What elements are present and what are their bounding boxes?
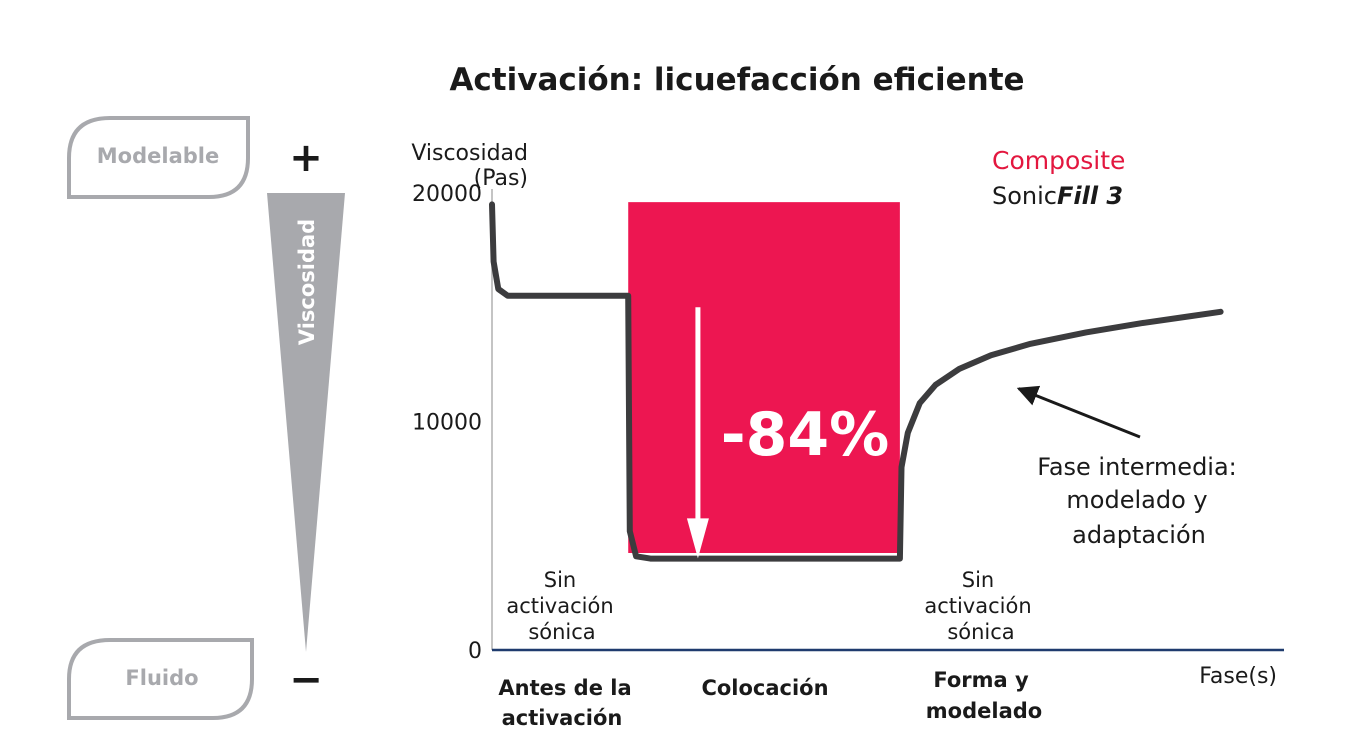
fluido-box <box>67 638 254 720</box>
y-tick-label: 0 <box>468 639 482 664</box>
y-axis-title-line1: Viscosidad <box>411 141 528 166</box>
phase-label-placement: Colocación <box>701 676 828 700</box>
annotation-arrow <box>1016 385 1141 439</box>
x-axis-title: Fase(s) <box>1199 664 1277 689</box>
phase-label-line: activación <box>502 706 623 730</box>
y-axis-title-line2: (Pas) <box>474 166 528 191</box>
wedge-label: Viscosidad <box>295 219 319 345</box>
legend-product-italic: Fill 3 <box>1057 182 1123 210</box>
y-tick-label: 20000 <box>412 182 482 207</box>
phase-note-line: sónica <box>528 620 595 644</box>
annotation-line2: modelado y <box>1066 486 1207 514</box>
chart-title: Activación: licuefacción eficiente <box>449 62 1024 98</box>
phase-note-activation: Activación sónica <box>683 568 865 592</box>
phase-note-line: sónica <box>947 620 1014 644</box>
phase-label-line: modelado <box>926 699 1042 723</box>
modelable-box <box>67 116 250 199</box>
legend-composite: Composite <box>992 146 1125 175</box>
phase-label-line: Forma y <box>933 668 1029 692</box>
annotation-line1: Fase intermedia: <box>1037 453 1237 481</box>
modelable-label: Modelable <box>97 144 219 168</box>
phase-note-line: activación <box>506 594 613 618</box>
y-tick-label: 10000 <box>412 411 482 436</box>
phase-label-before: Antes de la activación <box>498 676 631 730</box>
reduction-percent-label: -84% <box>721 400 890 470</box>
reduction-arrow-head <box>686 518 709 559</box>
plus-sign: + <box>289 135 323 181</box>
phase-label-line: Antes de la <box>498 676 631 700</box>
phase-label-shaping: Forma y modelado <box>926 668 1042 723</box>
activation-zone <box>628 202 900 553</box>
phase-note-line: Sin <box>962 568 994 592</box>
fluido-label: Fluido <box>125 666 198 690</box>
phase-note-line: activación <box>924 594 1031 618</box>
legend-product-regular: Sonic <box>992 182 1057 210</box>
minus-sign: − <box>289 657 323 703</box>
phase-note-before: Sin activación sónica <box>506 568 613 644</box>
viscosity-curve <box>489 201 1224 562</box>
phase-note-after: Sin activación sónica <box>924 568 1031 644</box>
legend-product: SonicFill 3 <box>992 182 1123 210</box>
phase-note-line: Sin <box>544 568 576 592</box>
viscosity-wedge <box>267 193 345 652</box>
annotation-line3: adaptación <box>1072 521 1206 549</box>
